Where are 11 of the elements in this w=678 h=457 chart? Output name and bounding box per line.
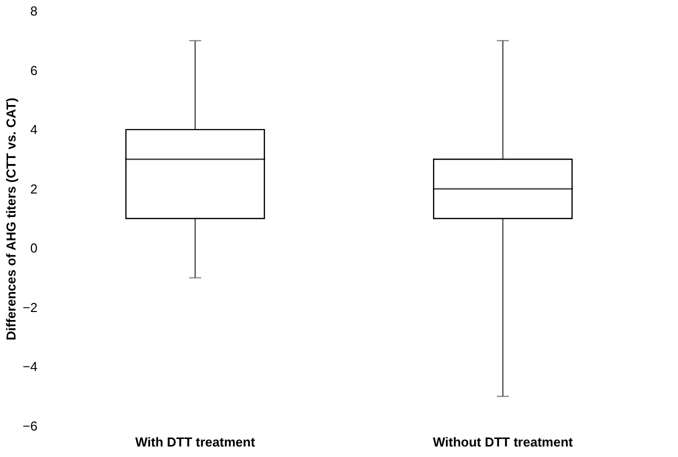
y-tick-label: −2 — [22, 300, 38, 315]
x-tick-label: Without DTT treatment — [432, 434, 574, 450]
x-tick-label: With DTT treatment — [135, 434, 256, 450]
y-tick-label: 2 — [30, 181, 38, 196]
y-tick-label: −4 — [22, 359, 38, 374]
y-tick-label: −6 — [22, 418, 38, 434]
y-axis-title: Differences of AHG titers (CTT vs. CAT) — [4, 98, 19, 340]
y-tick-label: 8 — [30, 4, 38, 18]
y-tick-label: 0 — [30, 240, 38, 256]
y-tick-label: 6 — [30, 62, 38, 78]
y-tick-label: 4 — [30, 122, 38, 138]
